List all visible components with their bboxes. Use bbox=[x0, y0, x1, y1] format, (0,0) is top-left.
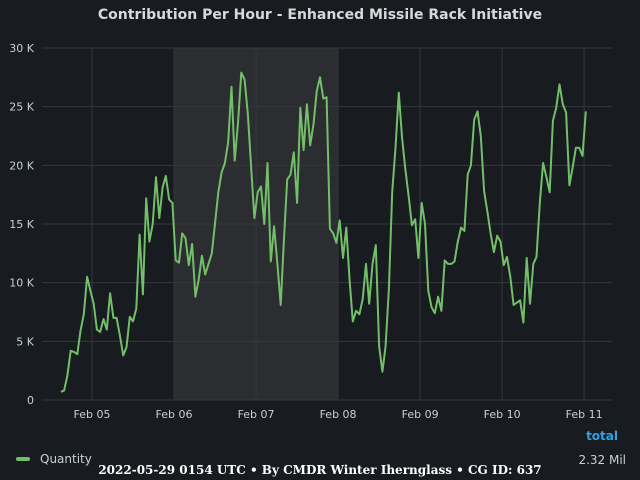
series-layer bbox=[60, 71, 587, 393]
legend-total-header[interactable]: total bbox=[586, 429, 618, 443]
y-tick-label: 25 K bbox=[9, 101, 34, 114]
x-tick-label: Feb 08 bbox=[320, 408, 357, 421]
axis-labels-layer: 0 5 K 10 K 15 K 20 K 25 K 30 K Feb 05 Feb 06 Feb … bbox=[9, 42, 602, 421]
x-tick-label: Feb 06 bbox=[156, 408, 193, 421]
legend: Quantity bbox=[16, 452, 92, 466]
y-tick-label: 30 K bbox=[9, 42, 34, 55]
legend-label-quantity[interactable]: Quantity bbox=[40, 452, 92, 466]
y-tick-label: 5 K bbox=[16, 335, 34, 348]
x-tick-label: Feb 10 bbox=[484, 408, 521, 421]
y-tick-label: 20 K bbox=[9, 159, 34, 172]
y-tick-label: 15 K bbox=[9, 218, 34, 231]
legend-swatch-quantity bbox=[16, 457, 30, 461]
x-tick-label: Feb 05 bbox=[74, 408, 111, 421]
y-tick-label: 10 K bbox=[9, 277, 34, 290]
footer-caption: 2022-05-29 0154 UTC • By CMDR Winter Ihe… bbox=[98, 463, 542, 477]
legend-total-quantity: 2.32 Mil bbox=[578, 453, 626, 467]
x-tick-label: Feb 07 bbox=[238, 408, 275, 421]
y-tick-label: 0 bbox=[27, 394, 34, 407]
x-tick-label: Feb 09 bbox=[402, 408, 439, 421]
series-line-quantity bbox=[60, 71, 587, 393]
chart-title: Contribution Per Hour - Enhanced Missile… bbox=[97, 7, 543, 23]
x-tick-label: Feb 11 bbox=[566, 408, 603, 421]
